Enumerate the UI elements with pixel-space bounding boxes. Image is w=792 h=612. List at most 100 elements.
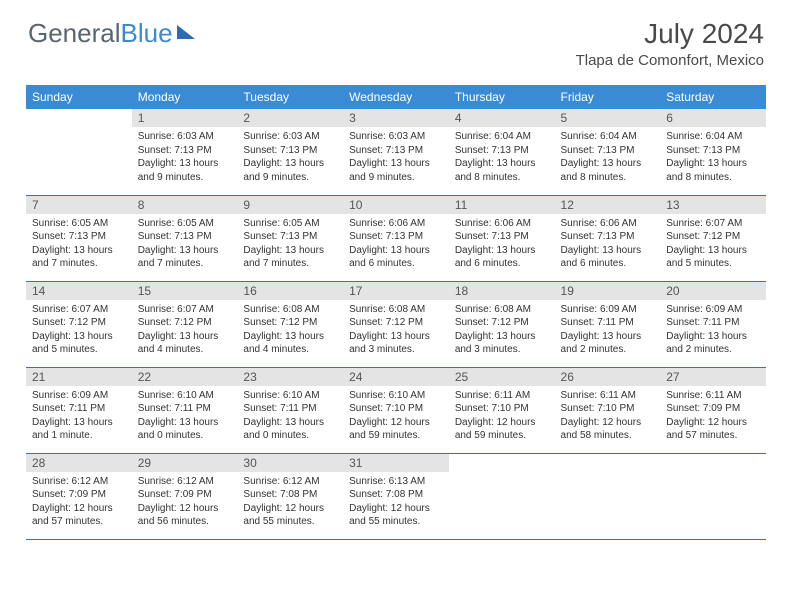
calendar-head: SundayMondayTuesdayWednesdayThursdayFrid… [26,85,766,109]
calendar-day-cell: 17Sunrise: 6:08 AMSunset: 7:12 PMDayligh… [343,281,449,367]
calendar-day-cell: 12Sunrise: 6:06 AMSunset: 7:13 PMDayligh… [555,195,661,281]
day-details: Sunrise: 6:10 AMSunset: 7:11 PMDaylight:… [132,386,238,447]
location-text: Tlapa de Comonfort, Mexico [576,52,764,69]
day-details: Sunrise: 6:04 AMSunset: 7:13 PMDaylight:… [555,127,661,188]
day-number: 30 [237,454,343,472]
calendar-day-cell: 30Sunrise: 6:12 AMSunset: 7:08 PMDayligh… [237,453,343,539]
day-details: Sunrise: 6:06 AMSunset: 7:13 PMDaylight:… [555,214,661,275]
day-details: Sunrise: 6:11 AMSunset: 7:09 PMDaylight:… [660,386,766,447]
day-details: Sunrise: 6:05 AMSunset: 7:13 PMDaylight:… [237,214,343,275]
weekday-header: Monday [132,85,238,109]
calendar-day-cell [449,453,555,539]
day-number: 21 [26,368,132,386]
day-details: Sunrise: 6:09 AMSunset: 7:11 PMDaylight:… [555,300,661,361]
day-details: Sunrise: 6:05 AMSunset: 7:13 PMDaylight:… [132,214,238,275]
day-details: Sunrise: 6:07 AMSunset: 7:12 PMDaylight:… [660,214,766,275]
day-details: Sunrise: 6:07 AMSunset: 7:12 PMDaylight:… [132,300,238,361]
weekday-header: Thursday [449,85,555,109]
day-number: 18 [449,282,555,300]
calendar-day-cell: 11Sunrise: 6:06 AMSunset: 7:13 PMDayligh… [449,195,555,281]
day-details: Sunrise: 6:12 AMSunset: 7:09 PMDaylight:… [26,472,132,533]
logo-text-gray: General [28,18,121,49]
day-details: Sunrise: 6:12 AMSunset: 7:09 PMDaylight:… [132,472,238,533]
day-number: 12 [555,196,661,214]
calendar-week-row: 28Sunrise: 6:12 AMSunset: 7:09 PMDayligh… [26,453,766,539]
calendar-day-cell: 5Sunrise: 6:04 AMSunset: 7:13 PMDaylight… [555,109,661,195]
calendar-day-cell: 23Sunrise: 6:10 AMSunset: 7:11 PMDayligh… [237,367,343,453]
day-details: Sunrise: 6:06 AMSunset: 7:13 PMDaylight:… [343,214,449,275]
day-number: 1 [132,109,238,127]
logo: GeneralBlue [28,18,195,49]
triangle-icon [177,25,195,39]
calendar-day-cell: 9Sunrise: 6:05 AMSunset: 7:13 PMDaylight… [237,195,343,281]
day-number: 28 [26,454,132,472]
day-details: Sunrise: 6:10 AMSunset: 7:10 PMDaylight:… [343,386,449,447]
day-number: 17 [343,282,449,300]
title-block: July 2024 Tlapa de Comonfort, Mexico [576,18,764,69]
calendar-body: 1Sunrise: 6:03 AMSunset: 7:13 PMDaylight… [26,109,766,539]
day-number: 16 [237,282,343,300]
calendar-day-cell: 26Sunrise: 6:11 AMSunset: 7:10 PMDayligh… [555,367,661,453]
weekday-header: Tuesday [237,85,343,109]
calendar-day-cell: 29Sunrise: 6:12 AMSunset: 7:09 PMDayligh… [132,453,238,539]
day-number: 26 [555,368,661,386]
calendar-day-cell: 16Sunrise: 6:08 AMSunset: 7:12 PMDayligh… [237,281,343,367]
day-details: Sunrise: 6:03 AMSunset: 7:13 PMDaylight:… [132,127,238,188]
day-number: 25 [449,368,555,386]
calendar-day-cell [660,453,766,539]
calendar-day-cell: 3Sunrise: 6:03 AMSunset: 7:13 PMDaylight… [343,109,449,195]
day-number: 7 [26,196,132,214]
day-details: Sunrise: 6:04 AMSunset: 7:13 PMDaylight:… [449,127,555,188]
calendar-day-cell: 2Sunrise: 6:03 AMSunset: 7:13 PMDaylight… [237,109,343,195]
day-details: Sunrise: 6:08 AMSunset: 7:12 PMDaylight:… [237,300,343,361]
day-details: Sunrise: 6:06 AMSunset: 7:13 PMDaylight:… [449,214,555,275]
day-details: Sunrise: 6:13 AMSunset: 7:08 PMDaylight:… [343,472,449,533]
calendar-day-cell: 15Sunrise: 6:07 AMSunset: 7:12 PMDayligh… [132,281,238,367]
calendar-day-cell: 21Sunrise: 6:09 AMSunset: 7:11 PMDayligh… [26,367,132,453]
calendar-table: SundayMondayTuesdayWednesdayThursdayFrid… [26,85,766,540]
calendar-day-cell: 1Sunrise: 6:03 AMSunset: 7:13 PMDaylight… [132,109,238,195]
calendar-day-cell: 28Sunrise: 6:12 AMSunset: 7:09 PMDayligh… [26,453,132,539]
calendar-week-row: 21Sunrise: 6:09 AMSunset: 7:11 PMDayligh… [26,367,766,453]
day-number: 29 [132,454,238,472]
day-number: 23 [237,368,343,386]
day-details: Sunrise: 6:08 AMSunset: 7:12 PMDaylight:… [343,300,449,361]
day-number: 31 [343,454,449,472]
calendar-day-cell: 20Sunrise: 6:09 AMSunset: 7:11 PMDayligh… [660,281,766,367]
calendar-week-row: 1Sunrise: 6:03 AMSunset: 7:13 PMDaylight… [26,109,766,195]
header: GeneralBlue July 2024 Tlapa de Comonfort… [0,0,792,77]
calendar-day-cell: 22Sunrise: 6:10 AMSunset: 7:11 PMDayligh… [132,367,238,453]
calendar-week-row: 7Sunrise: 6:05 AMSunset: 7:13 PMDaylight… [26,195,766,281]
day-number: 8 [132,196,238,214]
day-number: 13 [660,196,766,214]
day-number: 4 [449,109,555,127]
day-number: 20 [660,282,766,300]
calendar-day-cell: 18Sunrise: 6:08 AMSunset: 7:12 PMDayligh… [449,281,555,367]
day-details: Sunrise: 6:08 AMSunset: 7:12 PMDaylight:… [449,300,555,361]
day-details: Sunrise: 6:09 AMSunset: 7:11 PMDaylight:… [660,300,766,361]
day-details: Sunrise: 6:03 AMSunset: 7:13 PMDaylight:… [343,127,449,188]
weekday-header: Wednesday [343,85,449,109]
day-details: Sunrise: 6:10 AMSunset: 7:11 PMDaylight:… [237,386,343,447]
calendar-day-cell: 25Sunrise: 6:11 AMSunset: 7:10 PMDayligh… [449,367,555,453]
day-number: 24 [343,368,449,386]
day-details: Sunrise: 6:03 AMSunset: 7:13 PMDaylight:… [237,127,343,188]
calendar-day-cell: 4Sunrise: 6:04 AMSunset: 7:13 PMDaylight… [449,109,555,195]
calendar-day-cell [26,109,132,195]
calendar-day-cell: 24Sunrise: 6:10 AMSunset: 7:10 PMDayligh… [343,367,449,453]
day-details: Sunrise: 6:07 AMSunset: 7:12 PMDaylight:… [26,300,132,361]
day-number: 11 [449,196,555,214]
logo-text-blue: Blue [121,18,173,49]
weekday-header: Sunday [26,85,132,109]
day-details: Sunrise: 6:11 AMSunset: 7:10 PMDaylight:… [555,386,661,447]
day-number: 10 [343,196,449,214]
day-number: 3 [343,109,449,127]
day-number: 15 [132,282,238,300]
day-number: 22 [132,368,238,386]
day-details: Sunrise: 6:05 AMSunset: 7:13 PMDaylight:… [26,214,132,275]
calendar-day-cell: 27Sunrise: 6:11 AMSunset: 7:09 PMDayligh… [660,367,766,453]
day-number: 5 [555,109,661,127]
calendar-week-row: 14Sunrise: 6:07 AMSunset: 7:12 PMDayligh… [26,281,766,367]
calendar-day-cell: 13Sunrise: 6:07 AMSunset: 7:12 PMDayligh… [660,195,766,281]
calendar-day-cell: 14Sunrise: 6:07 AMSunset: 7:12 PMDayligh… [26,281,132,367]
